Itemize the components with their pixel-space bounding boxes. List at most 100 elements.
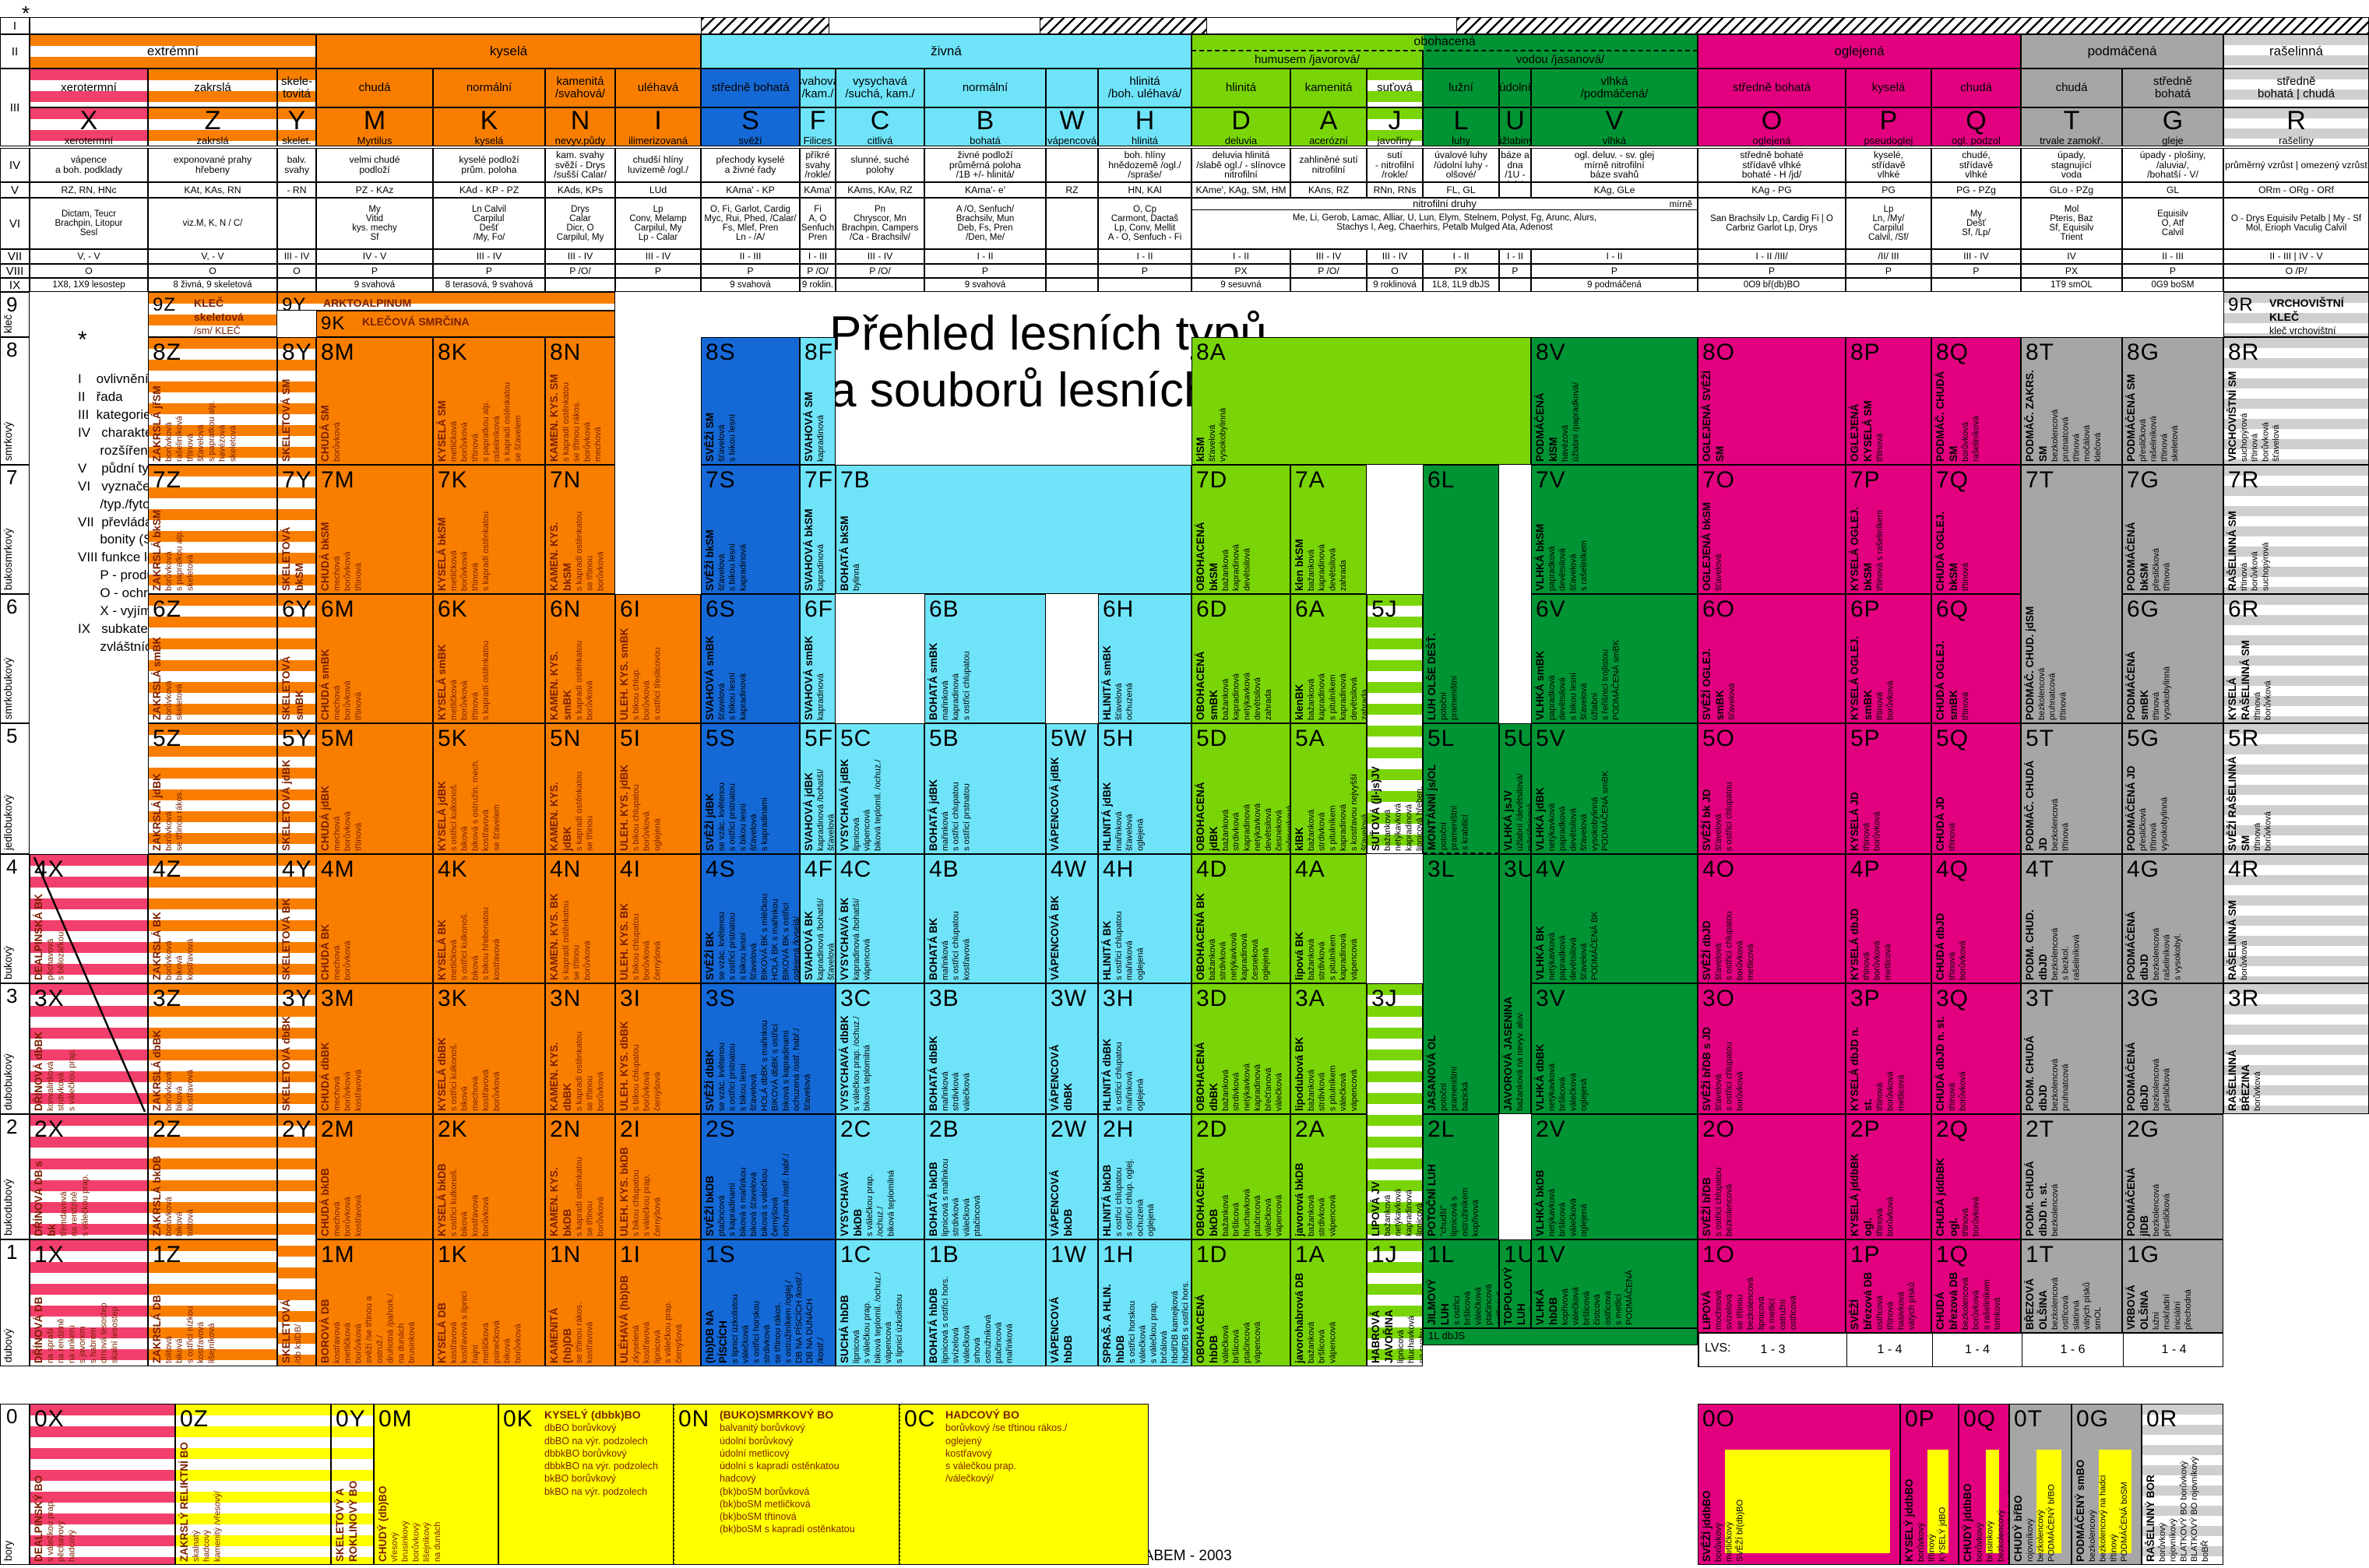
- series-subband-L: vodou /jasanová/: [1423, 51, 1698, 69]
- lvs-value-Q: 1 - 4: [1932, 1334, 2022, 1366]
- slt-text-3H: HLINITÁ dbBK s ostřicí chlupatou mařinková…: [1101, 1039, 1146, 1111]
- slt-text-2L: POTOČNÍ LUH "chudší" lipnicová s ostružiní…: [1426, 1164, 1481, 1236]
- slt-cell-6M: 6M CHUDÁ smBK mechová borůvková třtinová: [316, 594, 433, 723]
- slt-text-1A: javorohabrová DB bažanková bršlicová vápenc…: [1294, 1272, 1338, 1363]
- header-VII-X: V, - V: [30, 249, 148, 264]
- slt-code-5C: 5C: [840, 726, 872, 751]
- slt-text-2Z: ZAKRSLÁ bkDB borůvková biková tolitová: [151, 1155, 195, 1237]
- slt-text-4S: SVĚŽÍ BK se vzác. květenou s ostřicí prstn…: [704, 893, 800, 980]
- slt-text-5G: PODMÁČENÁ JD přesličková třtinová vysokobyl…: [2125, 765, 2170, 851]
- slt-code-4W: 4W: [1051, 856, 1087, 882]
- slt-text-5W: VÁPENCOVÁ jdBK: [1049, 757, 1061, 851]
- slt-code-3W: 3W: [1051, 986, 1087, 1011]
- slt-code-8K: 8K: [438, 339, 468, 365]
- header-VI-X: Dictam, Teucr Brachpin, Litopur Sesl: [30, 198, 148, 249]
- slt-code-4G: 4G: [2127, 856, 2160, 882]
- slt-cell-3T: 3T PODM. CHUDÁ dbJD bezkolencová pruhnatcov…: [2021, 983, 2122, 1114]
- slt-cell-8A: 8A klSM šťavelová vysokobylinná: [1192, 337, 1531, 465]
- slt-code-5N: 5N: [550, 726, 582, 751]
- slt-code-4H: 4H: [1103, 856, 1135, 882]
- slt-cell-3H: 3H HLINITÁ dbBK s ostřicí chlupatou mařinko…: [1098, 983, 1192, 1114]
- slt-cell-0Z: 0Z ZAKRSLÝ RELIKTNÍ BO skalnatý hadcový kame…: [175, 1404, 331, 1565]
- slt-text-3C: VYSYCHAVÁ dbBK s válečkou prap. /ochuz./b…: [839, 1015, 872, 1111]
- slt-cell-2M: 2M CHUDÁ bkDB mechová borůvková kostřavová: [316, 1114, 433, 1239]
- slt-cell-3W: 3W VÁPENCOVÁ dbBK: [1046, 983, 1098, 1114]
- header-VI-F: Fi A, O Senfuch Pren: [800, 198, 836, 249]
- slt-code-8P: 8P: [1850, 339, 1881, 365]
- slt-code-7A: 7A: [1295, 467, 1325, 493]
- slt-code-1N: 1N: [550, 1242, 582, 1267]
- slt-text-1X: DŘÍNOVÁ DB na spraši na rendzině na ankeru s…: [33, 1296, 120, 1363]
- slt-code-3U: 3U: [1504, 856, 1530, 882]
- header-IX-T: 1T9 smOL: [2021, 278, 2122, 292]
- slt-cell-8T: 8T PODMÁČ. ZAKRS. SM bezkolencová prutnatco…: [2021, 337, 2122, 465]
- slt-text-5K: KYSELÁ jdBK s ostřicí kulkonoš. biková biko…: [436, 759, 502, 851]
- slt-cell-4I: 4I ULEH. KYS. BK s bikou chlupatou borůvkov…: [615, 854, 701, 983]
- header-VII-V: I - II: [1531, 249, 1698, 264]
- column-name-Y: skele- tovitá: [277, 69, 316, 107]
- slt-code-6M: 6M: [321, 596, 355, 622]
- slt-code-4C: 4C: [840, 856, 872, 882]
- slt-text-5M: CHUDÁ jdBK mechová borůvková třtinová: [319, 786, 364, 851]
- slt-text-6Z: ZAKRSLÁ smBK borůvková skeletová: [151, 636, 185, 720]
- slt-cell-3B: 3B BOHATÁ dbBK mařinková strdivková válečkov…: [924, 983, 1046, 1114]
- header-VIII-K: P: [433, 264, 545, 278]
- slt-text-9K: KLEČOVÁ SMRČINA: [362, 315, 470, 328]
- header-VII-H: I - II: [1098, 249, 1192, 264]
- slt-text-5V: VLHKÁ jdBK netýkavková papradková devětsilo…: [1534, 770, 1610, 851]
- header-V-J: RNn, RNs: [1367, 182, 1423, 198]
- slt-cell-1U: 1UTOPOLOVÝ LUHkopřivovývrbový: [1499, 1239, 1531, 1328]
- slt-text-7Q: CHUDÁ OGLEJ. bkSM třtinová: [1934, 511, 1970, 591]
- slt-cell-4R: 4R RAŠELINNÁ SM borůvková: [2223, 854, 2369, 983]
- slt-code-3Y: 3Y: [282, 986, 312, 1011]
- header-IV-Q: chudé, střídavě vlhké: [1931, 148, 2021, 182]
- slt-code-3S: 3S: [706, 986, 736, 1011]
- slt-cell-5B: 5B BOHATÁ jdBK mařinková s ostřicí chlupato…: [924, 723, 1046, 854]
- header-IX-K: 8 terasová, 9 svahová: [433, 278, 545, 292]
- header-VII-I: III - IV: [615, 249, 701, 264]
- slt-cell-3V: 3V VLHKÁ dbBK netýkavková bršlicová válečkov…: [1531, 983, 1698, 1114]
- slt-cell-3O: 3O SVĚŽÍ břDB s JD šťavelová s ostřicí chlu…: [1698, 983, 1846, 1114]
- slt-text-1S: (hb)DB NA PÍSCÍCH s lipnicí úzkolistou vál…: [704, 1272, 825, 1363]
- slt-code-8F: 8F: [804, 339, 834, 365]
- slt-code-3B: 3B: [929, 986, 959, 1011]
- slt-code-6P: 6P: [1850, 596, 1881, 622]
- column-name-X: xerotermní: [30, 69, 148, 107]
- header-VII-K: III - IV: [433, 249, 545, 264]
- slt-text-4O: SVĚŽÍ dbJD šťavelová s ostřicí chlupatou bo…: [1701, 911, 1756, 980]
- header-VII-N: III - IV: [545, 249, 615, 264]
- series-band-R: rašelinná: [2223, 34, 2369, 69]
- header-VIII-F: P /O/: [800, 264, 836, 278]
- column-letter-F: F Filices: [800, 107, 836, 146]
- slt-text-6A: klenBK bažanková kapradinová s pitulníkem ka…: [1294, 673, 1367, 720]
- slt-cell-4W: 4W VÁPENCOVÁ BK: [1046, 854, 1098, 983]
- slt-text-6B: BOHATÁ smBK mařinková kapradinová s ostřicí…: [928, 642, 972, 720]
- header-VIII-M: P: [316, 264, 433, 278]
- slt-code-6Z: 6Z: [153, 596, 182, 622]
- slt-text-7Z: ZAKRSLÁ bkSM borůvková s papratkou alp. ske…: [151, 509, 195, 591]
- slt-code-4F: 4F: [804, 856, 834, 882]
- slt-text-0C: HADCOVÝ BO borůvkový /se třtinou rákos./o…: [945, 1408, 1068, 1485]
- header-V-H: HN, KAl: [1098, 182, 1192, 198]
- slt-cell-3S: 3S SVĚŽÍ dbBK se vzác. květenou s ostřicí p…: [701, 983, 836, 1114]
- slt-text-5C: VYSYCHAVÁ jdBK lipnicová vápencová biková t…: [839, 758, 883, 851]
- slt-text-4C: VYSYCHAVÁ BK kapradinová /bohatší/vápenco…: [839, 897, 872, 980]
- header-IX-U: [1499, 278, 1531, 292]
- slt-cell-7B: 7B BOHATÁ bkSM bylinná: [836, 465, 1192, 594]
- slt-text-5Z: ZAKRSLÁ jdBK borůvková se třtinou rákos.: [151, 773, 185, 851]
- slt-code-5V: 5V: [1536, 726, 1566, 751]
- slt-text-8A: klSM šťavelová vysokobylinná: [1195, 407, 1228, 462]
- slt-cell-7A: 7A klen bkSM bažanková kapradinová devětsilo…: [1290, 465, 1367, 594]
- slt-text-2T: PODM. CHUDÁ dbJD n. st. bezkolencová: [2024, 1161, 2060, 1236]
- slt-text-6K: KYSELÁ smBK metličková borůvková třtinová s …: [436, 640, 491, 720]
- slt-code-7G: 7G: [2127, 467, 2160, 493]
- header-IX-S: 9 svahová: [701, 278, 800, 292]
- slt-cell-3J: 3J LIPOVÁ JV bažanková netýkavková kapradino…: [1367, 983, 1423, 1239]
- slt-cell-5C: 5C VYSYCHAVÁ jdBK lipnicová vápencová biková…: [836, 723, 924, 854]
- slt-code-3X: 3X: [34, 986, 65, 1011]
